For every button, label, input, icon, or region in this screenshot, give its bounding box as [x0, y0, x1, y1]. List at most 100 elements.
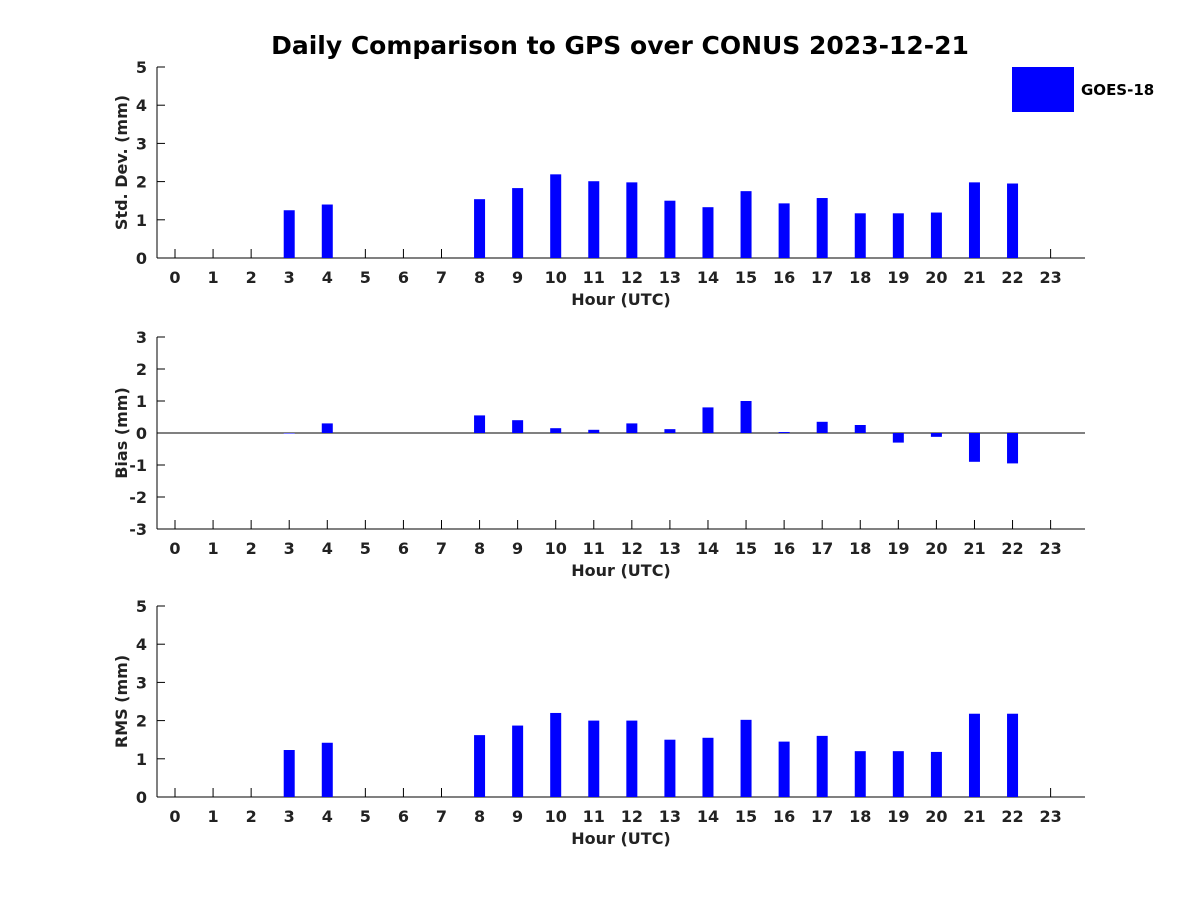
bar-hour-21 — [968, 182, 980, 258]
bar-hour-9 — [512, 725, 524, 797]
bar-hour-4 — [321, 423, 333, 433]
bar-hour-20 — [930, 751, 942, 797]
y-tick-label: 1 — [136, 392, 147, 411]
bar-hour-4 — [321, 204, 333, 258]
y-tick-label: 0 — [136, 249, 147, 268]
bar-hour-12 — [626, 182, 638, 258]
y-tick-label: 1 — [136, 750, 147, 769]
x-tick-label: 7 — [436, 268, 447, 287]
bar-hour-8 — [474, 735, 486, 797]
x-tick-label: 4 — [322, 539, 333, 558]
x-tick-label: 3 — [284, 268, 295, 287]
x-tick-label: 13 — [659, 807, 681, 826]
y-tick-label: 0 — [136, 788, 147, 807]
x-tick-label: 9 — [512, 539, 523, 558]
bar-hour-17 — [816, 198, 828, 258]
x-tick-label: 21 — [963, 807, 985, 826]
bar-hour-13 — [664, 739, 676, 797]
y-tick-label: 3 — [136, 134, 147, 153]
bar-hour-21 — [968, 433, 980, 462]
y-axis-label: Std. Dev. (mm) — [112, 95, 131, 230]
x-tick-label: 20 — [925, 268, 947, 287]
bar-hour-11 — [588, 181, 600, 258]
y-tick-label: 2 — [136, 173, 147, 192]
x-tick-label: 17 — [811, 539, 833, 558]
x-tick-label: 2 — [246, 268, 257, 287]
x-tick-label: 22 — [1001, 807, 1023, 826]
x-tick-label: 20 — [925, 539, 947, 558]
x-tick-label: 19 — [887, 807, 909, 826]
bar-hour-9 — [512, 420, 524, 433]
x-tick-label: 15 — [735, 539, 757, 558]
bar-hour-22 — [1007, 183, 1019, 258]
x-tick-label: 14 — [697, 807, 719, 826]
x-tick-label: 12 — [621, 268, 643, 287]
x-tick-label: 0 — [169, 807, 180, 826]
x-tick-label: 14 — [697, 539, 719, 558]
bar-hour-3 — [283, 210, 295, 258]
x-tick-label: 23 — [1039, 539, 1061, 558]
bar-hour-15 — [740, 191, 752, 258]
y-tick-label: 3 — [136, 328, 147, 347]
x-tick-label: 16 — [773, 268, 795, 287]
x-tick-label: 6 — [398, 268, 409, 287]
bar-hour-16 — [778, 203, 790, 258]
x-tick-label: 1 — [207, 268, 218, 287]
x-tick-label: 14 — [697, 268, 719, 287]
x-tick-label: 2 — [246, 539, 257, 558]
y-tick-label: 2 — [136, 360, 147, 379]
x-tick-label: 19 — [887, 268, 909, 287]
y-tick-label: 5 — [136, 597, 147, 616]
legend-swatch — [1012, 67, 1074, 112]
x-tick-label: 23 — [1039, 807, 1061, 826]
x-tick-label: 23 — [1039, 268, 1061, 287]
bar-hour-14 — [702, 737, 714, 797]
bar-hour-10 — [550, 428, 562, 433]
x-axis-label: Hour (UTC) — [571, 829, 671, 848]
x-tick-label: 0 — [169, 268, 180, 287]
x-tick-label: 0 — [169, 539, 180, 558]
x-tick-label: 11 — [583, 807, 605, 826]
x-tick-label: 6 — [398, 539, 409, 558]
x-tick-label: 21 — [963, 539, 985, 558]
x-tick-label: 2 — [246, 807, 257, 826]
y-tick-label: 2 — [136, 712, 147, 731]
bar-hour-20 — [930, 433, 942, 437]
bar-hour-11 — [588, 720, 600, 797]
y-axis-label: RMS (mm) — [112, 655, 131, 748]
bar-hour-11 — [588, 429, 600, 433]
x-tick-label: 3 — [284, 807, 295, 826]
x-tick-label: 5 — [360, 539, 371, 558]
bar-hour-13 — [664, 200, 676, 258]
bar-hour-20 — [930, 212, 942, 258]
x-tick-label: 1 — [207, 807, 218, 826]
legend: GOES-18 — [1012, 67, 1154, 112]
bar-hour-18 — [854, 425, 866, 433]
y-tick-label: 5 — [136, 58, 147, 77]
x-tick-label: 11 — [583, 539, 605, 558]
x-tick-label: 10 — [545, 807, 567, 826]
x-tick-label: 16 — [773, 807, 795, 826]
x-tick-label: 4 — [322, 807, 333, 826]
y-tick-label: 0 — [136, 424, 147, 443]
x-tick-label: 7 — [436, 807, 447, 826]
x-tick-label: 19 — [887, 539, 909, 558]
bar-hour-15 — [740, 719, 752, 797]
bar-hour-14 — [702, 207, 714, 258]
x-tick-label: 5 — [360, 268, 371, 287]
x-tick-label: 8 — [474, 539, 485, 558]
bar-hour-19 — [892, 751, 904, 797]
bar-hour-22 — [1007, 433, 1019, 464]
bar-hour-10 — [550, 712, 562, 797]
chart-title: Daily Comparison to GPS over CONUS 2023-… — [271, 31, 969, 60]
x-axis-label: Hour (UTC) — [571, 290, 671, 309]
legend-label: GOES-18 — [1081, 81, 1154, 99]
x-axis-label: Hour (UTC) — [571, 561, 671, 580]
x-tick-label: 16 — [773, 539, 795, 558]
bar-hour-17 — [816, 421, 828, 433]
y-tick-label: -2 — [129, 488, 147, 507]
bar-hour-19 — [892, 433, 904, 443]
x-tick-label: 8 — [474, 268, 485, 287]
x-tick-label: 4 — [322, 268, 333, 287]
